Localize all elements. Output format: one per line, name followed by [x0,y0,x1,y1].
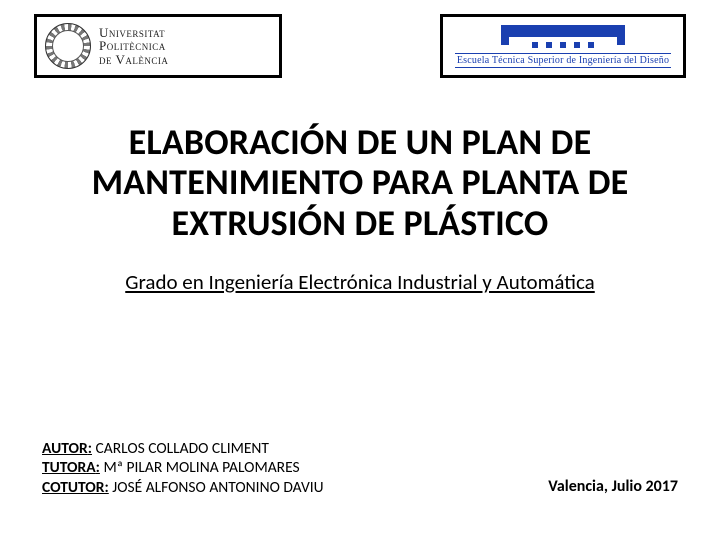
tutor-name: Mª PILAR MOLINA PALOMARES [103,458,299,477]
upv-text: Universitat Politècnica de València [99,26,168,67]
cotutor-label: COTUTOR [42,478,109,497]
upv-line2: Politècnica [99,39,168,53]
credits-block: AUTOR CARLOS COLLADO CLIMENT TUTORA Mª P… [42,439,324,498]
author-label: AUTOR [42,439,92,458]
etsid-label: Escuela Técnica Superior de Ingeniería d… [455,53,671,68]
title-line2: MANTENIMIENTO PARA PLANTA DE [20,162,700,202]
footer: AUTOR CARLOS COLLADO CLIMENT TUTORA Mª P… [0,439,720,498]
tutor-label: TUTORA [42,458,100,477]
upv-seal-icon [45,23,91,69]
page-title: ELABORACIÓN DE UN PLAN DE MANTENIMIENTO … [0,78,720,243]
author-line: AUTOR CARLOS COLLADO CLIMENT [42,439,324,459]
upv-line3: de València [99,53,168,67]
title-line1: ELABORACIÓN DE UN PLAN DE [20,122,700,162]
logo-row: Universitat Politècnica de València Escu… [0,0,720,78]
cotutor-name: JOSÉ ALFONSO ANTONINO DAVIU [112,478,323,497]
upv-line1: Universitat [99,26,168,40]
cotutor-line: COTUTOR JOSÉ ALFONSO ANTONINO DAVIU [42,478,324,498]
tutor-line: TUTORA Mª PILAR MOLINA PALOMARES [42,458,324,478]
logo-etsid: Escuela Técnica Superior de Ingeniería d… [440,14,686,78]
place-date: Valencia, Julio 2017 [548,477,678,498]
author-name: CARLOS COLLADO CLIMENT [96,439,269,458]
title-line3: EXTRUSIÓN DE PLÁSTICO [20,203,700,243]
logo-upv: Universitat Politècnica de València [34,14,282,78]
etsid-building-icon [460,25,665,51]
degree-subtitle: Grado en Ingeniería Electrónica Industri… [0,243,720,295]
